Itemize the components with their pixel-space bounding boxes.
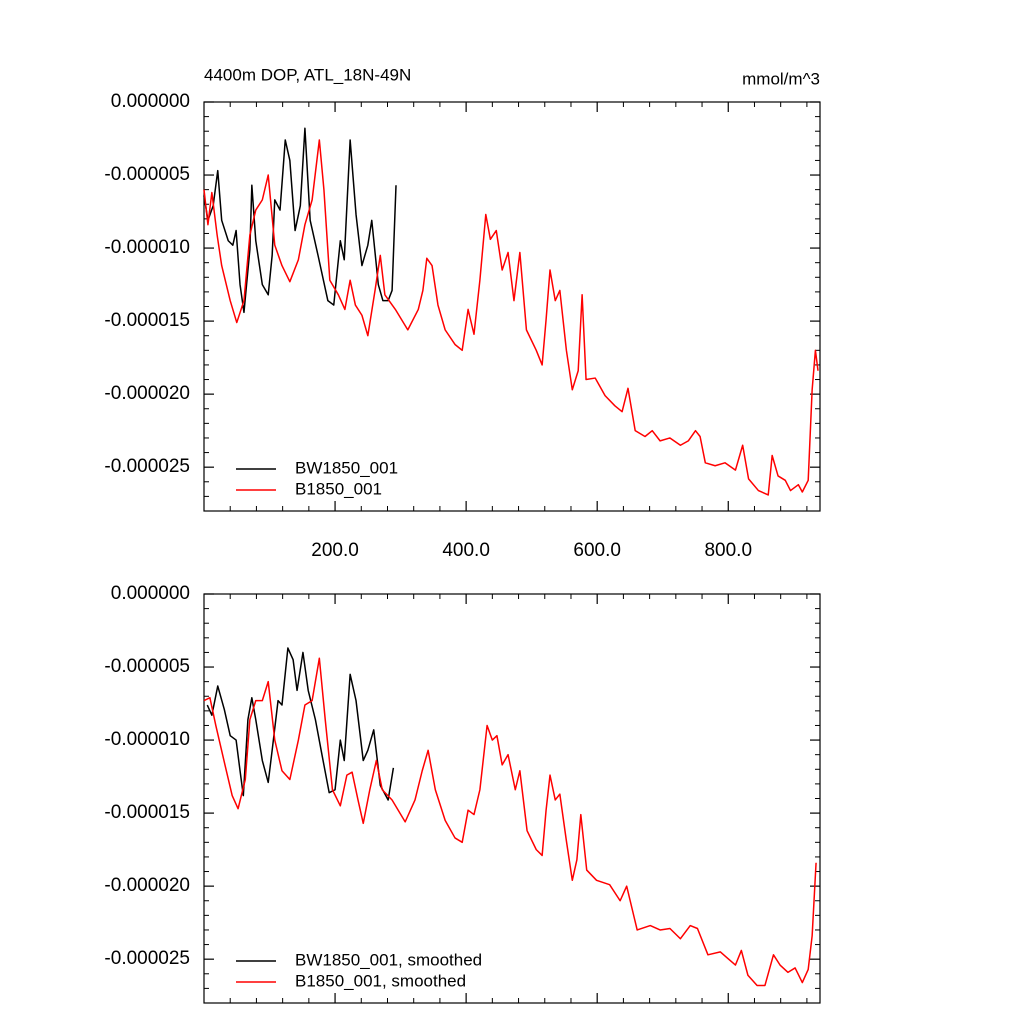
legend-label: B1850_001, smoothed: [295, 971, 466, 990]
y-tick-label: -0.000015: [104, 802, 190, 823]
chart-title: 4400m DOP, ATL_18N-49N: [204, 65, 411, 84]
legend-label: BW1850_001, smoothed: [295, 950, 482, 969]
data-line: [203, 657, 817, 987]
legend-label: BW1850_001: [295, 458, 398, 477]
y-tick-label: -0.000005: [104, 164, 190, 185]
y-tick-label: -0.000015: [104, 310, 190, 331]
y-tick-label: -0.000005: [104, 656, 190, 677]
x-tick-label: 600.0: [573, 540, 621, 561]
y-tick-label: -0.000010: [104, 729, 190, 750]
y-tick-label: -0.000025: [104, 948, 190, 969]
data-line: [203, 139, 819, 496]
x-tick-label: 200.0: [311, 540, 359, 561]
y-tick-label: -0.000025: [104, 456, 190, 477]
y-tick-label: 0.000000: [111, 583, 190, 604]
y-tick-label: -0.000020: [104, 383, 190, 404]
data-line: [206, 647, 395, 801]
y-tick-label: 0.000000: [111, 91, 190, 112]
units-label: mmol/m^3: [742, 69, 820, 88]
y-tick-label: -0.000010: [104, 237, 190, 258]
x-tick-label: 800.0: [704, 540, 752, 561]
data-line: [203, 127, 397, 314]
legend-label: B1850_001: [295, 479, 382, 498]
x-tick-label: 400.0: [442, 540, 490, 561]
y-tick-label: -0.000020: [104, 875, 190, 896]
